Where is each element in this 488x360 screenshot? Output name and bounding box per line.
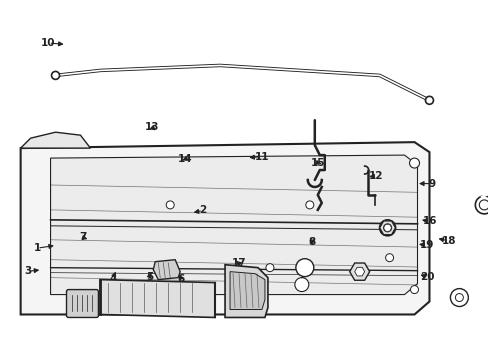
FancyBboxPatch shape — [66, 289, 98, 318]
Circle shape — [385, 254, 393, 262]
Text: 14: 14 — [177, 154, 192, 164]
Text: 5: 5 — [145, 272, 153, 282]
Circle shape — [449, 289, 468, 306]
Polygon shape — [354, 267, 364, 276]
Circle shape — [408, 158, 419, 168]
Text: 11: 11 — [254, 152, 268, 162]
Circle shape — [410, 285, 418, 293]
Circle shape — [295, 259, 313, 276]
Polygon shape — [229, 272, 264, 310]
Polygon shape — [50, 155, 417, 294]
Text: 7: 7 — [79, 232, 86, 242]
Text: 10: 10 — [41, 38, 56, 48]
Text: 16: 16 — [422, 216, 436, 226]
Polygon shape — [224, 265, 267, 318]
Circle shape — [425, 96, 432, 104]
Circle shape — [383, 224, 391, 232]
Text: 2: 2 — [199, 206, 206, 216]
Polygon shape — [100, 280, 215, 318]
Text: 4: 4 — [109, 274, 116, 284]
Text: 3: 3 — [24, 266, 31, 276]
Circle shape — [305, 201, 313, 209]
Text: 13: 13 — [144, 122, 159, 132]
Text: 8: 8 — [307, 237, 315, 247]
Text: 18: 18 — [441, 236, 456, 246]
Circle shape — [294, 278, 308, 292]
Text: 6: 6 — [177, 274, 184, 284]
Polygon shape — [379, 221, 395, 235]
Text: 15: 15 — [310, 158, 324, 168]
Circle shape — [379, 220, 395, 236]
Text: 20: 20 — [419, 272, 434, 282]
Text: 19: 19 — [419, 240, 434, 250]
Text: 12: 12 — [368, 171, 383, 181]
Polygon shape — [349, 263, 369, 280]
Circle shape — [51, 71, 60, 80]
Text: 17: 17 — [231, 258, 245, 268]
Polygon shape — [153, 260, 180, 280]
Text: 1: 1 — [34, 243, 41, 253]
Circle shape — [265, 264, 273, 272]
Polygon shape — [20, 142, 428, 315]
Text: 9: 9 — [428, 179, 435, 189]
Circle shape — [166, 201, 174, 209]
Polygon shape — [20, 132, 90, 148]
Circle shape — [454, 293, 463, 302]
Polygon shape — [383, 224, 391, 231]
